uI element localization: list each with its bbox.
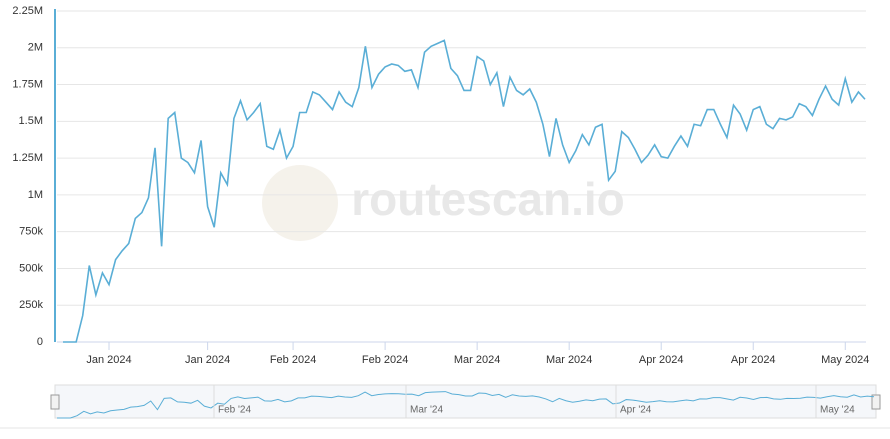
x-tick-label: Jan 2024 <box>86 354 131 366</box>
y-tick-label: 0 <box>37 336 43 348</box>
navigator-label: Apr '24 <box>620 405 652 416</box>
y-tick-label: 750k <box>19 226 43 238</box>
navigator-label: May '24 <box>820 405 855 416</box>
x-tick-label: Apr 2024 <box>731 354 776 366</box>
y-tick-label: 2.25M <box>12 5 43 17</box>
navigator[interactable] <box>54 384 877 419</box>
x-tick-label: Mar 2024 <box>454 354 500 366</box>
line <box>63 39 866 343</box>
navigator-handle[interactable] <box>871 394 881 410</box>
x-tick-label: May 2024 <box>821 354 869 366</box>
x-tick-label: Jan 2024 <box>185 354 230 366</box>
watermark-logo <box>262 165 338 241</box>
navigator-label: Feb '24 <box>218 405 251 416</box>
y-tick-label: 1.25M <box>12 152 43 164</box>
x-tick-label: Mar 2024 <box>546 354 592 366</box>
x-tick-label: Feb 2024 <box>270 354 316 366</box>
y-tick-label: 2M <box>28 42 43 54</box>
y-tick-label: 1.75M <box>12 78 43 90</box>
watermark: routescan.io <box>351 173 625 225</box>
navigator-handle[interactable] <box>50 394 60 410</box>
navigator-line <box>57 391 875 419</box>
y-tick-label: 500k <box>19 262 43 274</box>
navigator-label: Mar '24 <box>410 405 443 416</box>
x-tick-label: Apr 2024 <box>639 354 684 366</box>
x-tick-label: Feb 2024 <box>362 354 408 366</box>
y-tick-label: 1M <box>28 189 43 201</box>
y-tick-label: 250k <box>19 299 43 311</box>
y-tick-label: 1.5M <box>19 115 43 127</box>
